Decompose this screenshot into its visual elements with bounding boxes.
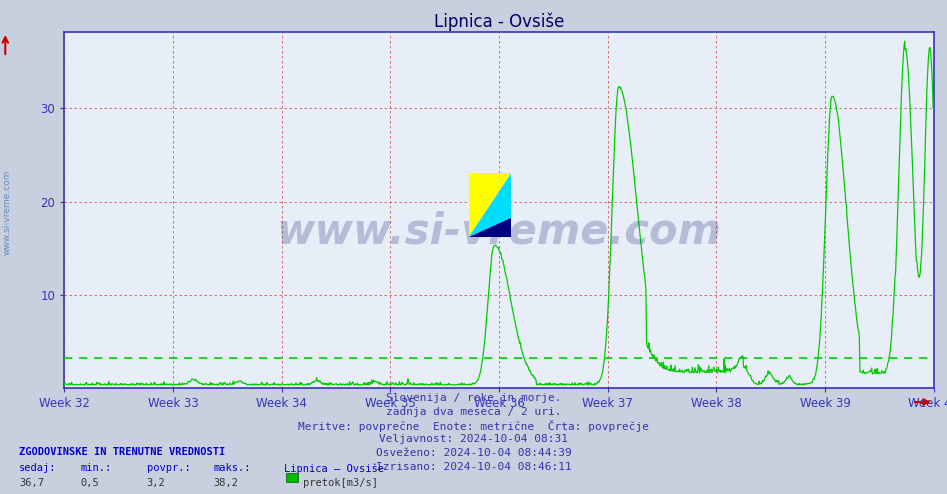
- Text: Osveženo: 2024-10-04 08:44:39: Osveženo: 2024-10-04 08:44:39: [376, 448, 571, 458]
- Text: pretok[m3/s]: pretok[m3/s]: [303, 478, 378, 488]
- Title: Lipnica - Ovsiše: Lipnica - Ovsiše: [434, 12, 564, 31]
- Text: maks.:: maks.:: [213, 463, 251, 473]
- Text: www.si-vreme.com: www.si-vreme.com: [277, 210, 722, 252]
- Text: Meritve: povprečne  Enote: metrične  Črta: povprečje: Meritve: povprečne Enote: metrične Črta:…: [298, 420, 649, 432]
- Text: 38,2: 38,2: [213, 478, 238, 488]
- Text: 36,7: 36,7: [19, 478, 44, 488]
- Text: zadnja dva meseca / 2 uri.: zadnja dva meseca / 2 uri.: [385, 407, 562, 416]
- Text: 3,2: 3,2: [147, 478, 166, 488]
- Polygon shape: [469, 173, 511, 237]
- Text: www.si-vreme.com: www.si-vreme.com: [3, 170, 12, 255]
- Text: ZGODOVINSKE IN TRENUTNE VREDNOSTI: ZGODOVINSKE IN TRENUTNE VREDNOSTI: [19, 447, 225, 457]
- Polygon shape: [469, 173, 511, 237]
- Text: Izrisano: 2024-10-04 08:46:11: Izrisano: 2024-10-04 08:46:11: [376, 462, 571, 472]
- Text: 0,5: 0,5: [80, 478, 99, 488]
- Text: Lipnica – Ovsiše: Lipnica – Ovsiše: [284, 463, 384, 474]
- Text: povpr.:: povpr.:: [147, 463, 190, 473]
- Text: Veljavnost: 2024-10-04 08:31: Veljavnost: 2024-10-04 08:31: [379, 434, 568, 444]
- Text: min.:: min.:: [80, 463, 112, 473]
- Text: sedaj:: sedaj:: [19, 463, 57, 473]
- Polygon shape: [469, 218, 511, 237]
- Text: Slovenija / reke in morje.: Slovenija / reke in morje.: [385, 393, 562, 403]
